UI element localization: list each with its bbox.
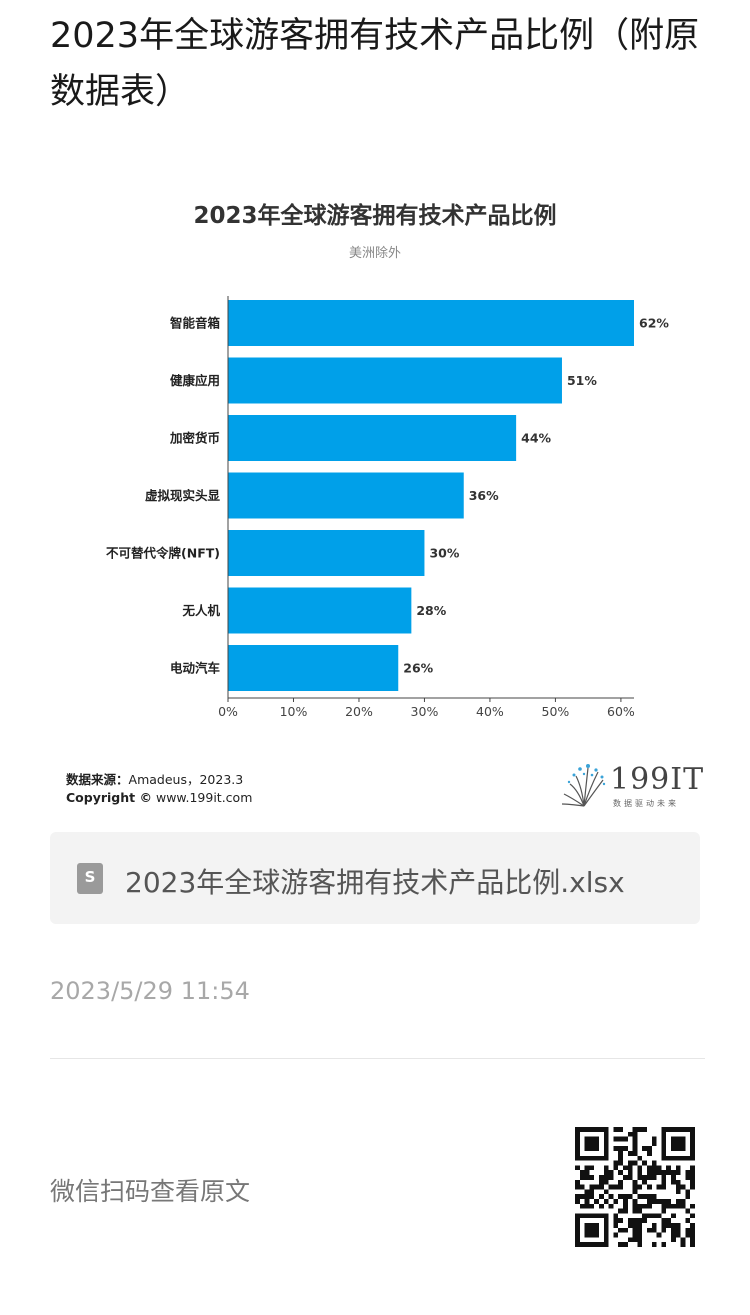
bar-1 — [228, 300, 634, 346]
x-tick-label: 60% — [607, 704, 635, 719]
value-label: 36% — [469, 488, 499, 503]
bar-2 — [228, 357, 562, 404]
scan-qr-label: 微信扫码查看原文 — [50, 1177, 251, 1206]
brand-logo: 199IT 数据驱动未来 — [558, 760, 703, 810]
article-title: 2023年全球游客拥有技术产品比例（附原数据表） — [50, 16, 700, 112]
x-tick-label: 30% — [411, 704, 439, 719]
logo-tagline: 数据驱动未来 — [613, 799, 679, 808]
copyright: Copyright © www.199it.com — [66, 790, 252, 805]
category-label: 智能音箱 — [169, 316, 221, 331]
category-label: 虚拟现实头显 — [145, 488, 221, 503]
chart-subtitle: 美洲除外 — [348, 246, 401, 261]
x-tick-label: 40% — [476, 704, 504, 719]
category-label: 不可替代令牌(NFT) — [106, 546, 220, 561]
bar-4 — [228, 472, 464, 519]
copyright-value: www.199it.com — [155, 790, 253, 805]
bar-chart: 智能音箱 62% 健康应用 51% 加密货币 44% 虚拟现实头显 36% 不可替代令牌(NFT… — [106, 296, 669, 719]
category-label: 电动汽车 — [170, 661, 221, 676]
category-label: 健康应用 — [170, 373, 220, 388]
value-label: 28% — [416, 603, 446, 618]
value-label: 62% — [639, 316, 669, 331]
value-label: 44% — [521, 431, 551, 446]
chart-title: 2023年全球游客拥有技术产品比例 — [193, 203, 557, 229]
category-label: 无人机 — [181, 603, 220, 618]
x-tick-label: 0% — [218, 704, 238, 719]
divider — [50, 1058, 705, 1059]
bar-7 — [228, 645, 399, 691]
data-source: 数据来源：Amadeus，2023.3 — [66, 769, 243, 788]
dandelion-icon — [561, 764, 606, 807]
value-label: 26% — [403, 661, 433, 676]
copyright-label: Copyright © — [66, 790, 152, 805]
attachment-file-name[interactable]: 2023年全球游客拥有技术产品比例.xlsx — [125, 866, 625, 899]
x-tick-label: 50% — [542, 704, 570, 719]
bar-5 — [228, 530, 425, 576]
spreadsheet-file-icon: S — [77, 863, 103, 894]
publish-timestamp: 2023/5/29 11:54 — [50, 977, 250, 1005]
source-value: Amadeus，2023.3 — [128, 772, 244, 787]
category-label: 加密货币 — [169, 431, 220, 446]
x-tick-label: 20% — [345, 704, 373, 719]
bar-6 — [228, 587, 412, 634]
bar-3 — [228, 415, 517, 461]
value-label: 51% — [567, 373, 597, 388]
qr-code-icon[interactable] — [575, 1127, 695, 1247]
source-label: 数据来源： — [66, 772, 129, 787]
value-label: 30% — [429, 546, 459, 561]
attachment-card[interactable]: S 2023年全球游客拥有技术产品比例.xlsx — [50, 832, 700, 924]
logo-text: 199IT — [610, 762, 705, 797]
x-tick-label: 10% — [280, 704, 308, 719]
